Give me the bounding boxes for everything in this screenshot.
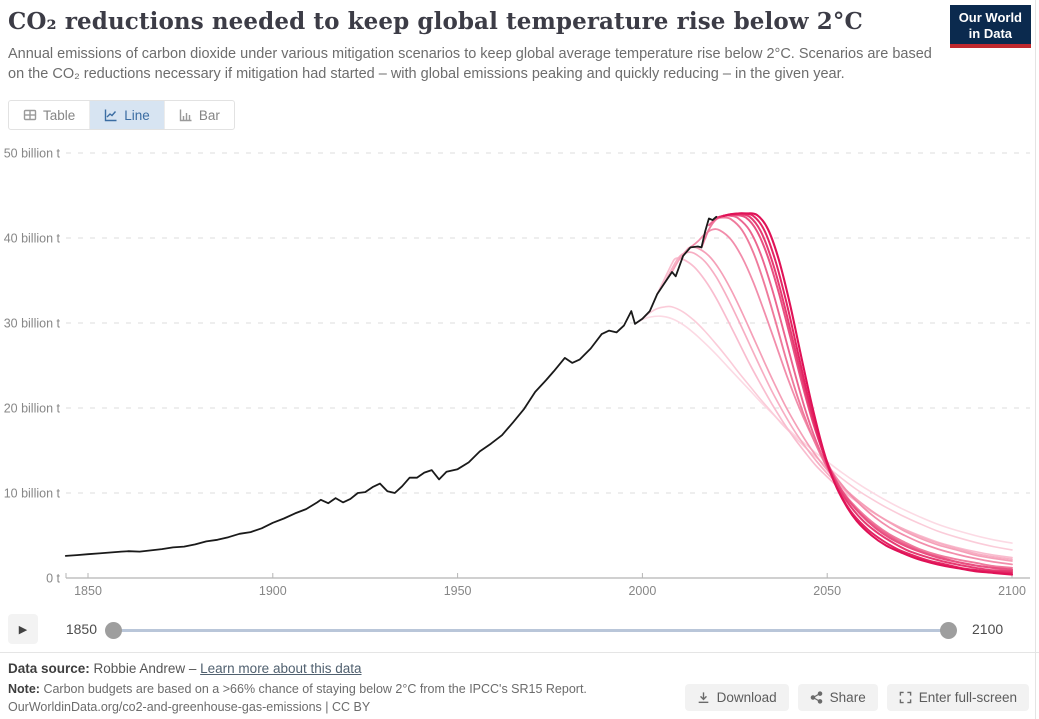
x-axis-label: 2100 bbox=[998, 584, 1026, 598]
download-icon bbox=[698, 692, 708, 704]
learn-more-link[interactable]: Learn more about this data bbox=[200, 661, 362, 676]
tab-table[interactable]: Table bbox=[9, 101, 89, 129]
play-button[interactable]: ▶ bbox=[8, 614, 38, 644]
data-source-label: Data source: bbox=[8, 661, 90, 676]
series-line bbox=[671, 246, 1013, 562]
fullscreen-button[interactable]: Enter full-screen bbox=[886, 684, 1029, 711]
share-button[interactable]: Share bbox=[797, 684, 878, 711]
tab-table-label: Table bbox=[43, 107, 76, 123]
data-source-separator: – bbox=[188, 661, 197, 676]
series-line bbox=[64, 215, 718, 557]
tab-bar-label: Bar bbox=[198, 107, 220, 123]
data-source-value: Robbie Andrew bbox=[93, 661, 186, 676]
citation-line: OurWorldinData.org/co2-and-greenhouse-ga… bbox=[8, 700, 371, 714]
timeline-start-year: 1850 bbox=[65, 621, 97, 637]
x-axis-label: 1900 bbox=[259, 584, 287, 598]
table-icon bbox=[23, 109, 37, 121]
x-axis-label: 2000 bbox=[628, 584, 656, 598]
y-axis-label: 50 billion t bbox=[4, 147, 61, 161]
play-icon: ▶ bbox=[18, 623, 28, 636]
fullscreen-label: Enter full-screen bbox=[918, 690, 1017, 705]
y-axis-label: 10 billion t bbox=[4, 487, 61, 501]
data-source-line: Data source: Robbie Andrew – Learn more … bbox=[8, 661, 1031, 676]
download-label: Download bbox=[716, 690, 777, 705]
series-line bbox=[722, 212, 1014, 576]
note-text: Carbon budgets are based on a >66% chanc… bbox=[43, 682, 587, 696]
x-axis-label: 1950 bbox=[444, 584, 472, 598]
owid-logo[interactable]: Our World in Data bbox=[949, 5, 1031, 49]
series-line bbox=[700, 216, 1013, 569]
share-label: Share bbox=[829, 690, 866, 705]
timeline-end-year: 2100 bbox=[972, 621, 1004, 637]
series-line bbox=[634, 315, 1013, 544]
y-axis-label: 0 t bbox=[46, 572, 60, 586]
chart-view-tabs: Table Line Bar bbox=[8, 100, 235, 130]
timeline-handle-end[interactable] bbox=[940, 622, 957, 639]
note-line: Note: Carbon budgets are based on a >66%… bbox=[8, 682, 1031, 696]
note-label: Note: bbox=[8, 682, 40, 696]
owid-logo-line1: Our World bbox=[958, 10, 1022, 25]
tab-line-label: Line bbox=[124, 107, 150, 123]
page-title: CO₂ reductions needed to keep global tem… bbox=[8, 8, 863, 35]
series-line bbox=[711, 213, 1013, 571]
y-axis-label: 20 billion t bbox=[4, 402, 61, 416]
timeline-handle-start[interactable] bbox=[105, 622, 122, 639]
series-line bbox=[663, 251, 1013, 561]
chart-footer: Data source: Robbie Andrew – Learn more … bbox=[0, 652, 1039, 719]
share-icon bbox=[810, 691, 822, 704]
download-button[interactable]: Download bbox=[684, 684, 789, 711]
line-chart-icon bbox=[105, 109, 117, 122]
timeline: ▶ 1850 2100 bbox=[0, 612, 1039, 650]
x-axis-label: 1850 bbox=[74, 584, 102, 598]
y-axis-label: 40 billion t bbox=[4, 232, 61, 246]
fullscreen-icon bbox=[899, 691, 912, 704]
x-axis-label: 2050 bbox=[813, 584, 841, 598]
y-axis-label: 30 billion t bbox=[4, 317, 61, 331]
chart-canvas[interactable]: 0 t 10 billion t 20 billion t 30 billion t 4… bbox=[0, 140, 1039, 605]
chart-subtitle: Annual emissions of carbon dioxide under… bbox=[8, 46, 932, 82]
action-buttons: Download Share Enter full-screen bbox=[684, 684, 1029, 711]
bar-chart-icon bbox=[179, 109, 192, 122]
series-line bbox=[656, 257, 1013, 559]
tab-bar[interactable]: Bar bbox=[163, 101, 234, 129]
timeline-track[interactable] bbox=[113, 629, 948, 632]
tab-line[interactable]: Line bbox=[89, 101, 164, 129]
owid-logo-line2: in Data bbox=[968, 25, 1013, 41]
series-line bbox=[641, 305, 1013, 551]
frame-border bbox=[1035, 0, 1036, 719]
